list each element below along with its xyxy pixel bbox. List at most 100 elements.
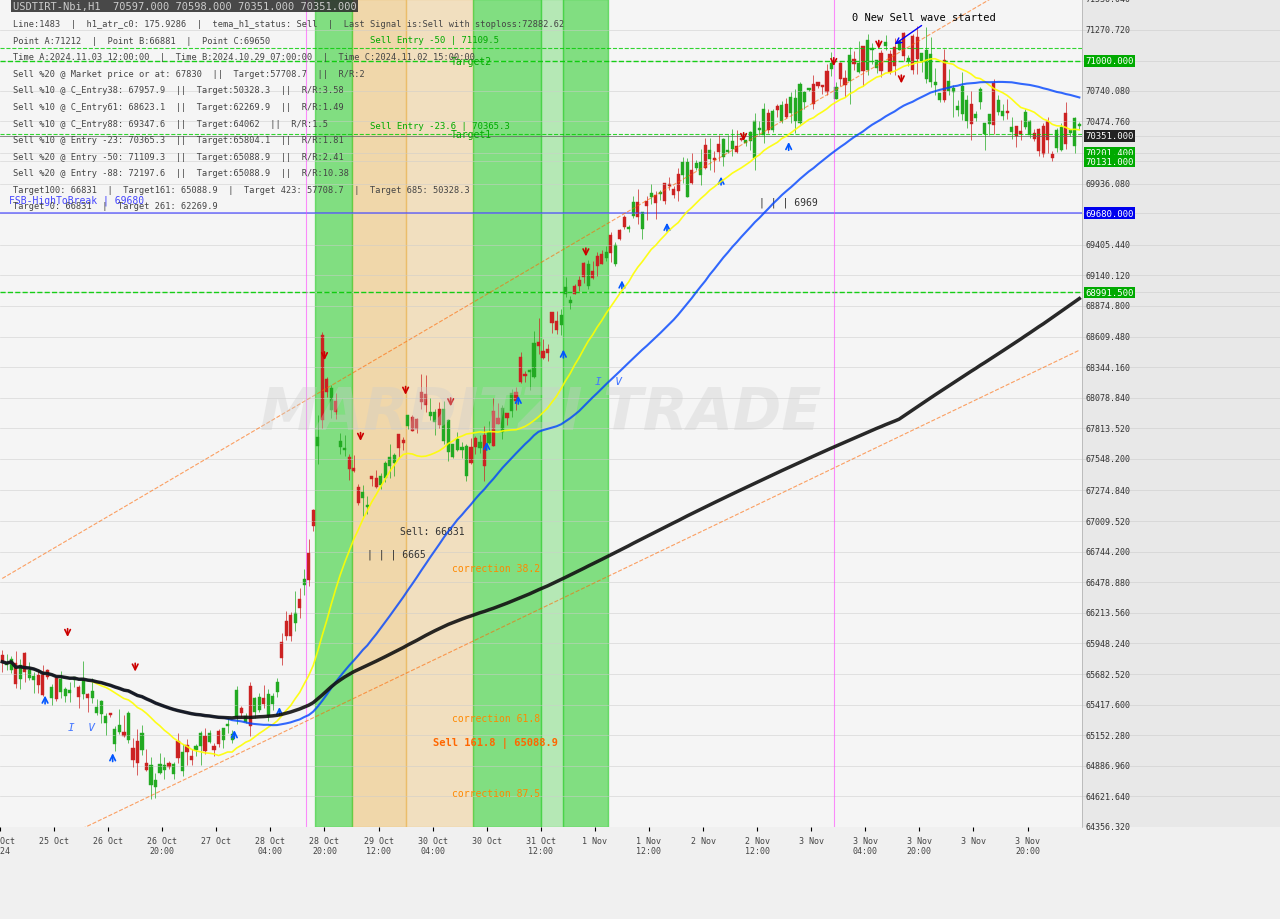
Bar bbox=[595, 256, 599, 267]
Bar bbox=[577, 281, 581, 287]
Bar bbox=[307, 553, 310, 580]
Text: 67813.520: 67813.520 bbox=[1085, 425, 1130, 434]
Bar bbox=[844, 79, 846, 86]
Bar bbox=[870, 49, 874, 51]
Bar bbox=[339, 441, 342, 448]
Bar bbox=[59, 679, 63, 692]
Bar bbox=[37, 675, 40, 685]
Text: Sell Entry -23.6 | 70365.3: Sell Entry -23.6 | 70365.3 bbox=[370, 122, 509, 130]
Bar bbox=[50, 687, 54, 698]
Bar bbox=[406, 0, 474, 827]
Text: 64886.960: 64886.960 bbox=[1085, 762, 1130, 770]
Bar bbox=[302, 579, 306, 585]
Bar bbox=[497, 419, 499, 425]
Bar bbox=[713, 159, 716, 161]
Bar bbox=[1024, 112, 1027, 128]
Bar bbox=[154, 779, 157, 788]
Bar bbox=[64, 689, 67, 696]
Bar bbox=[163, 766, 166, 770]
Bar bbox=[763, 109, 765, 136]
Text: 71270.720: 71270.720 bbox=[1085, 26, 1130, 35]
Bar bbox=[316, 437, 319, 447]
Bar bbox=[933, 83, 937, 86]
Text: 69405.440: 69405.440 bbox=[1085, 241, 1130, 250]
Bar bbox=[1, 655, 4, 662]
Bar bbox=[735, 147, 739, 153]
Bar bbox=[550, 312, 554, 323]
Bar bbox=[781, 106, 783, 122]
Bar bbox=[749, 133, 751, 142]
Bar bbox=[970, 105, 973, 125]
Bar bbox=[168, 764, 170, 766]
Bar bbox=[177, 742, 179, 758]
Bar bbox=[424, 395, 428, 405]
Bar bbox=[204, 736, 206, 751]
Bar bbox=[527, 370, 531, 373]
Bar bbox=[375, 479, 378, 488]
Text: 67274.840: 67274.840 bbox=[1085, 486, 1130, 495]
Bar bbox=[997, 101, 1000, 113]
Bar bbox=[311, 510, 315, 526]
Bar bbox=[230, 734, 234, 741]
Bar bbox=[352, 0, 406, 827]
Bar bbox=[366, 505, 369, 507]
Bar bbox=[884, 42, 887, 47]
Bar bbox=[420, 393, 422, 403]
Bar bbox=[172, 764, 175, 774]
Bar bbox=[717, 144, 721, 153]
Text: | | | 6665: | | | 6665 bbox=[367, 550, 426, 560]
Bar bbox=[91, 691, 93, 698]
Text: 67009.520: 67009.520 bbox=[1085, 517, 1130, 526]
Bar bbox=[100, 701, 102, 714]
Bar bbox=[1064, 113, 1068, 144]
Bar bbox=[1051, 155, 1053, 159]
Bar bbox=[627, 227, 630, 230]
Bar bbox=[740, 139, 742, 141]
Bar bbox=[731, 142, 733, 150]
Bar bbox=[298, 599, 301, 608]
Bar bbox=[794, 98, 797, 122]
Bar bbox=[1006, 112, 1009, 114]
Bar bbox=[186, 745, 188, 753]
Text: 71000.000: 71000.000 bbox=[1085, 57, 1134, 66]
Text: I  V: I V bbox=[595, 376, 622, 386]
Bar bbox=[902, 34, 905, 57]
Text: Target 0: 66831  |  Target 261: 62269.9: Target 0: 66831 | Target 261: 62269.9 bbox=[13, 202, 218, 211]
Bar bbox=[443, 410, 445, 442]
Bar bbox=[150, 765, 152, 786]
Bar bbox=[754, 122, 756, 158]
Bar bbox=[321, 335, 324, 420]
Bar bbox=[470, 447, 472, 464]
Bar bbox=[253, 698, 256, 711]
Bar bbox=[556, 322, 558, 331]
Text: 70131.000: 70131.000 bbox=[1085, 157, 1134, 166]
Text: 0 New Sell wave started: 0 New Sell wave started bbox=[852, 14, 996, 23]
Bar bbox=[239, 709, 243, 713]
Bar bbox=[515, 392, 517, 402]
Text: FSB-HighToBreak | 69680: FSB-HighToBreak | 69680 bbox=[9, 195, 145, 206]
Bar bbox=[456, 440, 460, 451]
Bar bbox=[956, 107, 959, 110]
Bar bbox=[979, 90, 982, 103]
Bar bbox=[947, 82, 950, 92]
Text: 66213.560: 66213.560 bbox=[1085, 608, 1130, 618]
Bar bbox=[532, 344, 535, 377]
Bar bbox=[803, 93, 806, 103]
Text: Sell %10 @ Entry -23: 70365.3  ||  Target:65804.1  ||  R/R:1.81: Sell %10 @ Entry -23: 70365.3 || Target:… bbox=[13, 136, 343, 145]
Bar bbox=[704, 145, 707, 168]
Bar bbox=[236, 690, 238, 717]
Bar bbox=[726, 151, 730, 153]
Bar bbox=[974, 115, 977, 119]
Bar bbox=[127, 713, 131, 741]
Bar bbox=[838, 64, 842, 80]
Bar bbox=[474, 439, 477, 448]
Bar bbox=[856, 63, 860, 74]
Bar bbox=[1073, 119, 1076, 146]
Bar bbox=[244, 717, 247, 722]
Bar bbox=[650, 194, 653, 198]
Bar bbox=[951, 88, 955, 93]
Bar bbox=[221, 729, 225, 740]
Bar bbox=[600, 255, 603, 265]
Bar bbox=[118, 725, 122, 732]
Bar bbox=[136, 742, 140, 764]
